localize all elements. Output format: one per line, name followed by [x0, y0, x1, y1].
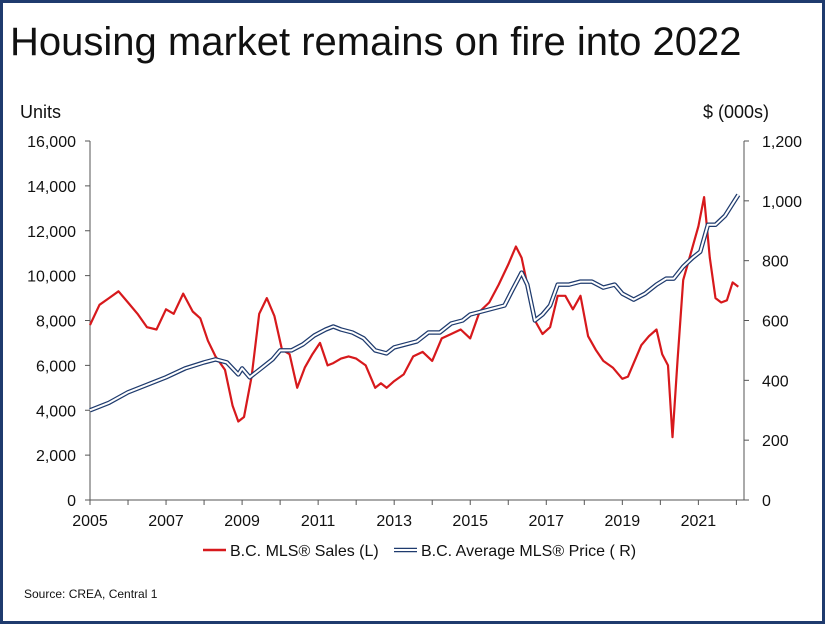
legend-sales-label: B.C. MLS® Sales (L) — [230, 543, 379, 560]
x-tick-label: 2009 — [224, 513, 260, 530]
right-tick-label: 1,000 — [762, 194, 802, 211]
left-tick-label: 16,000 — [27, 134, 76, 151]
x-tick-label: 2019 — [605, 513, 641, 530]
left-tick-label: 2,000 — [36, 448, 76, 465]
series-lines — [89, 193, 741, 439]
x-tick-label: 2013 — [376, 513, 412, 530]
right-axis-title: $ (000s) — [703, 102, 769, 122]
left-tick-label: 10,000 — [27, 269, 76, 286]
x-tick-label: 2007 — [148, 513, 184, 530]
legend-price-label: B.C. Average MLS® Price ( R) — [421, 543, 636, 560]
left-tick-label: 4,000 — [36, 403, 76, 420]
x-tick-label: 2017 — [528, 513, 564, 530]
left-tick-label: 12,000 — [27, 224, 76, 241]
right-tick-label: 0 — [762, 493, 771, 510]
x-tick-label: 2011 — [301, 513, 336, 530]
left-axis-title: Units — [20, 102, 61, 122]
right-tick-label: 1,200 — [762, 134, 802, 151]
right-tick-label: 400 — [762, 373, 789, 390]
left-tick-label: 8,000 — [36, 314, 76, 331]
source-note: Source: CREA, Central 1 — [24, 587, 158, 601]
chart-title: Housing market remains on fire into 2022 — [10, 20, 742, 64]
left-tick-label: 14,000 — [27, 179, 76, 196]
right-tick-label: 200 — [762, 433, 789, 450]
x-tick-label: 2015 — [452, 513, 488, 530]
left-tick-label: 0 — [67, 493, 76, 510]
left-tick-label: 6,000 — [36, 358, 76, 375]
axes — [85, 140, 749, 505]
sales-line — [89, 196, 739, 439]
x-tick-label: 2005 — [72, 513, 108, 530]
right-tick-label: 800 — [762, 254, 789, 271]
right-tick-label: 600 — [762, 314, 789, 331]
tick-labels: 0 2,000 4,000 6,000 8,000 10,000 12,000 14,000 1… — [20, 102, 802, 530]
price-line — [89, 194, 740, 412]
x-tick-label: 2021 — [681, 513, 717, 530]
legend: B.C. MLS® Sales (L) B.C. Average MLS® Pri… — [203, 543, 636, 560]
